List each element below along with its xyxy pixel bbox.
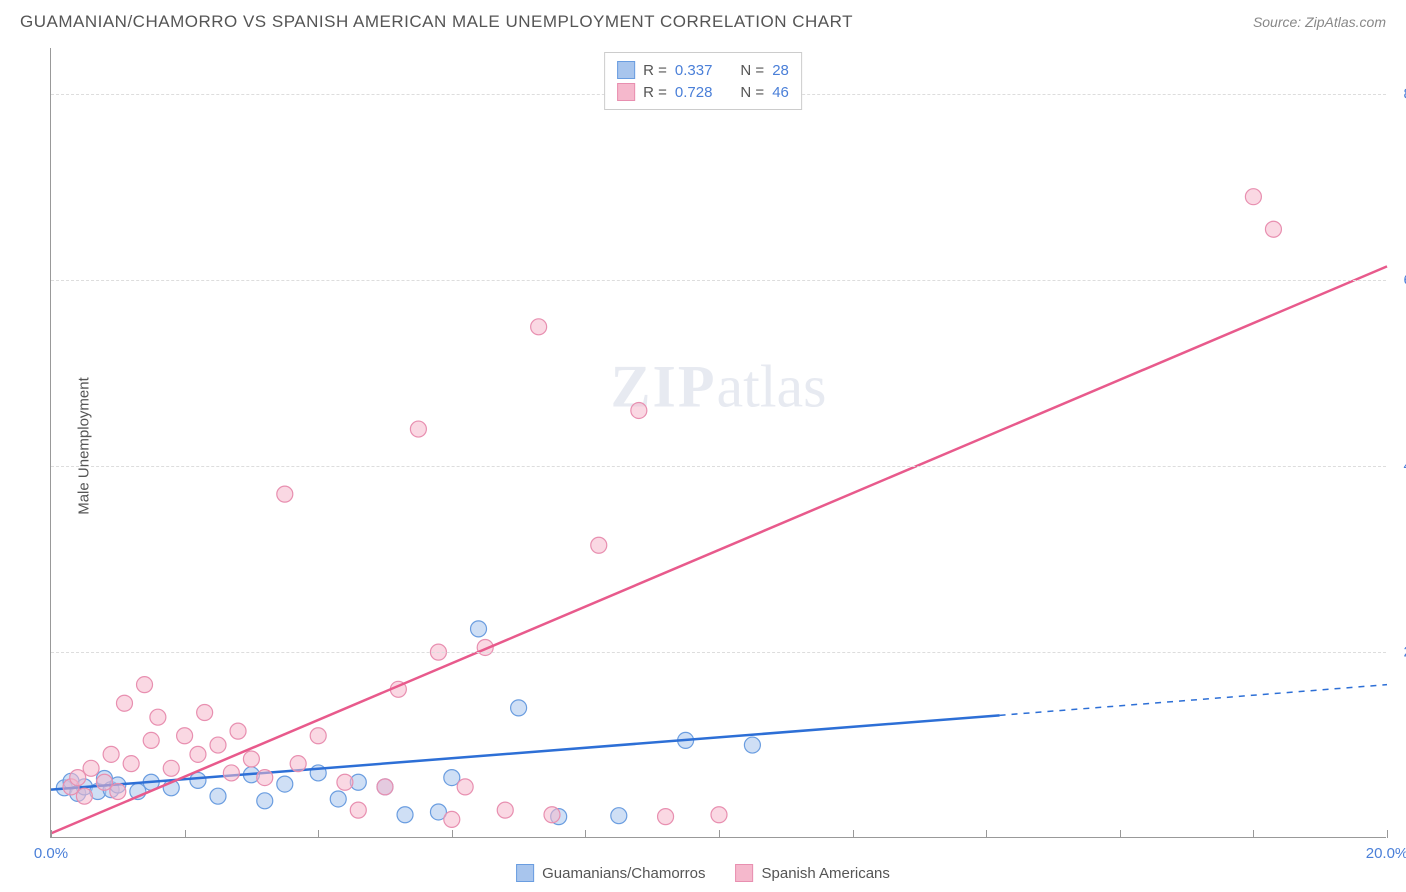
data-point bbox=[611, 808, 627, 824]
data-point bbox=[116, 695, 132, 711]
data-point bbox=[243, 751, 259, 767]
legend-item: Spanish Americans bbox=[736, 864, 890, 882]
data-point bbox=[631, 402, 647, 418]
data-point bbox=[76, 788, 92, 804]
scatter-plot-svg bbox=[51, 48, 1386, 837]
x-tick-label: 0.0% bbox=[34, 845, 68, 862]
x-tick bbox=[1120, 830, 1121, 838]
legend-row: R = 0.728 N = 46 bbox=[617, 81, 789, 103]
legend-r-label: R = bbox=[643, 62, 667, 79]
legend-n-value: 46 bbox=[772, 84, 789, 101]
legend-n-label: N = bbox=[740, 62, 764, 79]
data-point bbox=[210, 788, 226, 804]
x-tick bbox=[853, 830, 854, 838]
data-point bbox=[277, 776, 293, 792]
x-tick-label: 20.0% bbox=[1366, 845, 1406, 862]
gridline bbox=[51, 280, 1386, 281]
legend-row: R = 0.337 N = 28 bbox=[617, 59, 789, 81]
data-point bbox=[377, 779, 393, 795]
data-point bbox=[1265, 221, 1281, 237]
data-point bbox=[544, 807, 560, 823]
chart-title: GUAMANIAN/CHAMORRO VS SPANISH AMERICAN M… bbox=[20, 12, 853, 32]
data-point bbox=[471, 621, 487, 637]
data-point bbox=[310, 728, 326, 744]
x-tick bbox=[318, 830, 319, 838]
gridline bbox=[51, 466, 1386, 467]
data-point bbox=[137, 677, 153, 693]
data-point bbox=[397, 807, 413, 823]
x-tick bbox=[986, 830, 987, 838]
legend-swatch bbox=[516, 864, 534, 882]
data-point bbox=[457, 779, 473, 795]
data-point bbox=[150, 709, 166, 725]
data-point bbox=[197, 705, 213, 721]
data-point bbox=[230, 723, 246, 739]
x-tick bbox=[185, 830, 186, 838]
x-tick bbox=[585, 830, 586, 838]
x-tick bbox=[1253, 830, 1254, 838]
legend-r-label: R = bbox=[643, 84, 667, 101]
legend-swatch bbox=[617, 61, 635, 79]
data-point bbox=[1245, 189, 1261, 205]
data-point bbox=[257, 770, 273, 786]
data-point bbox=[497, 802, 513, 818]
data-point bbox=[444, 811, 460, 827]
legend-swatch bbox=[617, 83, 635, 101]
legend-swatch bbox=[736, 864, 754, 882]
data-point bbox=[410, 421, 426, 437]
legend-n-value: 28 bbox=[772, 62, 789, 79]
data-point bbox=[290, 756, 306, 772]
trend-line-extrapolated bbox=[1000, 685, 1387, 716]
data-point bbox=[591, 537, 607, 553]
data-point bbox=[83, 760, 99, 776]
data-point bbox=[658, 809, 674, 825]
legend-label: Spanish Americans bbox=[762, 865, 890, 882]
data-point bbox=[350, 802, 366, 818]
data-point bbox=[711, 807, 727, 823]
x-tick bbox=[1387, 830, 1388, 838]
gridline bbox=[51, 652, 1386, 653]
data-point bbox=[123, 756, 139, 772]
x-tick bbox=[51, 830, 52, 838]
data-point bbox=[511, 700, 527, 716]
legend-r-value: 0.728 bbox=[675, 84, 713, 101]
data-point bbox=[190, 772, 206, 788]
legend-r-value: 0.337 bbox=[675, 62, 713, 79]
series-legend: Guamanians/Chamorros Spanish Americans bbox=[516, 864, 890, 882]
data-point bbox=[103, 746, 119, 762]
data-point bbox=[143, 732, 159, 748]
data-point bbox=[163, 760, 179, 776]
data-point bbox=[531, 319, 547, 335]
trend-line bbox=[51, 266, 1387, 833]
data-point bbox=[210, 737, 226, 753]
data-point bbox=[337, 774, 353, 790]
data-point bbox=[223, 765, 239, 781]
data-point bbox=[190, 746, 206, 762]
x-tick bbox=[452, 830, 453, 838]
data-point bbox=[177, 728, 193, 744]
data-point bbox=[257, 793, 273, 809]
source-attribution: Source: ZipAtlas.com bbox=[1253, 14, 1386, 30]
legend-n-label: N = bbox=[740, 84, 764, 101]
data-point bbox=[110, 784, 126, 800]
legend-label: Guamanians/Chamorros bbox=[542, 865, 705, 882]
data-point bbox=[330, 791, 346, 807]
x-tick bbox=[719, 830, 720, 838]
correlation-legend: R = 0.337 N = 28 R = 0.728 N = 46 bbox=[604, 52, 802, 110]
legend-item: Guamanians/Chamorros bbox=[516, 864, 705, 882]
data-point bbox=[744, 737, 760, 753]
chart-plot-area: ZIPatlas 20.0%40.0%60.0%80.0%0.0%20.0% bbox=[50, 48, 1386, 838]
data-point bbox=[277, 486, 293, 502]
